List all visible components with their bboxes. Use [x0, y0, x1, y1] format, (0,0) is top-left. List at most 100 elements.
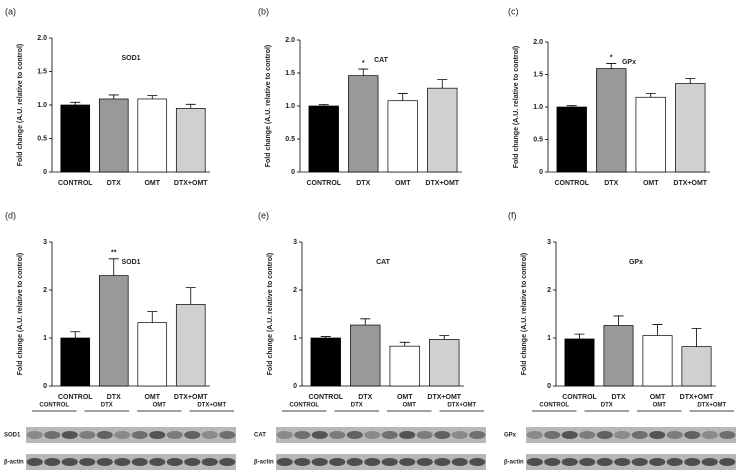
y-tick-label: 1	[43, 335, 47, 342]
blot-band	[131, 431, 148, 439]
blot-band	[364, 458, 381, 466]
error-bar	[360, 318, 371, 326]
bar	[675, 83, 706, 173]
y-tick-label: 0	[43, 169, 47, 176]
bar	[137, 98, 168, 173]
blot-band	[614, 458, 631, 466]
x-tick-label: CONTROL	[554, 180, 589, 187]
y-axis-label: Fold change (A.U. relative to control)	[17, 253, 24, 376]
x-tick-label: DTX+OMT	[425, 180, 459, 187]
error-bar	[566, 105, 577, 107]
x-tick-label: OMT	[650, 394, 666, 401]
blot-group-label: DTX	[601, 403, 613, 409]
blot-band	[701, 431, 718, 439]
y-tick-label: 3	[293, 239, 297, 246]
bar	[310, 337, 341, 387]
bar	[681, 346, 712, 387]
error-bar	[108, 94, 119, 99]
y-axis-label: Fold change (A.U. relative to control)	[521, 253, 528, 376]
error-bar	[613, 315, 624, 326]
blot-band	[416, 431, 433, 439]
blot-band	[561, 458, 578, 466]
error-bar	[439, 335, 450, 340]
x-tick-label: DTX	[612, 394, 626, 401]
bar	[387, 100, 418, 173]
blot-band	[311, 458, 328, 466]
blot-band	[416, 458, 433, 466]
panel-label: (a)	[5, 6, 16, 16]
bar	[137, 322, 168, 387]
chart-title: SOD1	[121, 55, 140, 62]
y-tick-label: 0	[291, 169, 295, 176]
panel-label: (d)	[5, 210, 16, 220]
bar	[175, 304, 206, 387]
y-tick-label: 1.5	[37, 68, 47, 75]
y-axis-label: Fold change (A.U. relative to control)	[513, 46, 520, 169]
x-tick-label: DTX	[358, 394, 372, 401]
blot-band	[44, 458, 61, 466]
y-tick-label: 3	[547, 239, 551, 246]
y-tick-label: 1.5	[533, 71, 543, 78]
y-tick-label: 1.0	[285, 103, 295, 110]
bar	[348, 75, 379, 173]
y-tick-label: 2.0	[533, 39, 543, 46]
blot-band	[469, 458, 486, 466]
blot	[26, 427, 236, 443]
x-tick-label: DTX+OMT	[174, 180, 208, 187]
blot-band	[329, 431, 346, 439]
blot-band	[719, 458, 736, 466]
blot-band	[561, 431, 578, 439]
blot-band	[184, 431, 201, 439]
blot-band	[451, 431, 468, 439]
blot-band	[201, 431, 218, 439]
blot-band	[544, 458, 561, 466]
y-tick-label: 2	[547, 287, 551, 294]
bar	[175, 107, 206, 173]
blot	[526, 427, 736, 443]
blot-band	[114, 458, 131, 466]
blot-row-label: β-actin	[4, 460, 24, 466]
blot-band	[719, 431, 736, 439]
x-tick-label: DTX+OMT	[427, 394, 461, 401]
y-tick-label: 2.0	[37, 35, 47, 42]
y-tick-label: 2	[43, 287, 47, 294]
panel-label: (b)	[258, 6, 269, 16]
x-tick-label: DTX+OMT	[174, 394, 208, 401]
error-bar	[108, 258, 119, 276]
bar	[427, 87, 458, 173]
blot-band	[381, 458, 398, 466]
bar	[642, 335, 673, 387]
blot-band	[61, 431, 78, 439]
y-tick-label: 1.0	[37, 102, 47, 109]
bar	[635, 96, 666, 173]
blot-band	[79, 431, 96, 439]
x-tick-label: CONTROL	[306, 180, 341, 187]
blot	[276, 427, 486, 443]
blot-band	[579, 458, 596, 466]
bar	[603, 325, 634, 387]
bar	[60, 104, 91, 173]
error-bar	[652, 324, 663, 336]
error-bar	[70, 331, 81, 338]
error-bar	[185, 103, 196, 109]
blot-band	[131, 458, 148, 466]
bar	[564, 338, 595, 387]
blot-band	[184, 458, 201, 466]
bar	[308, 105, 339, 173]
x-tick-label: CONTROL	[562, 394, 597, 401]
blot-band	[399, 458, 416, 466]
error-bar	[606, 63, 617, 69]
panel-label: (f)	[508, 210, 517, 220]
x-tick-label: DTX+OMT	[673, 180, 707, 187]
y-tick-label: 1	[293, 335, 297, 342]
y-tick-label: 0	[43, 383, 47, 390]
blot-band	[276, 458, 293, 466]
blot-band	[596, 431, 613, 439]
blot-group-label: DTX+OMT	[447, 403, 476, 409]
blot-row-label: SOD1	[4, 433, 21, 439]
chart-title: CAT	[374, 57, 389, 64]
blot-band	[434, 431, 451, 439]
x-tick-label: OMT	[395, 180, 411, 187]
blot-group-label: OMT	[653, 403, 667, 409]
x-tick-label: DTX	[356, 180, 370, 187]
